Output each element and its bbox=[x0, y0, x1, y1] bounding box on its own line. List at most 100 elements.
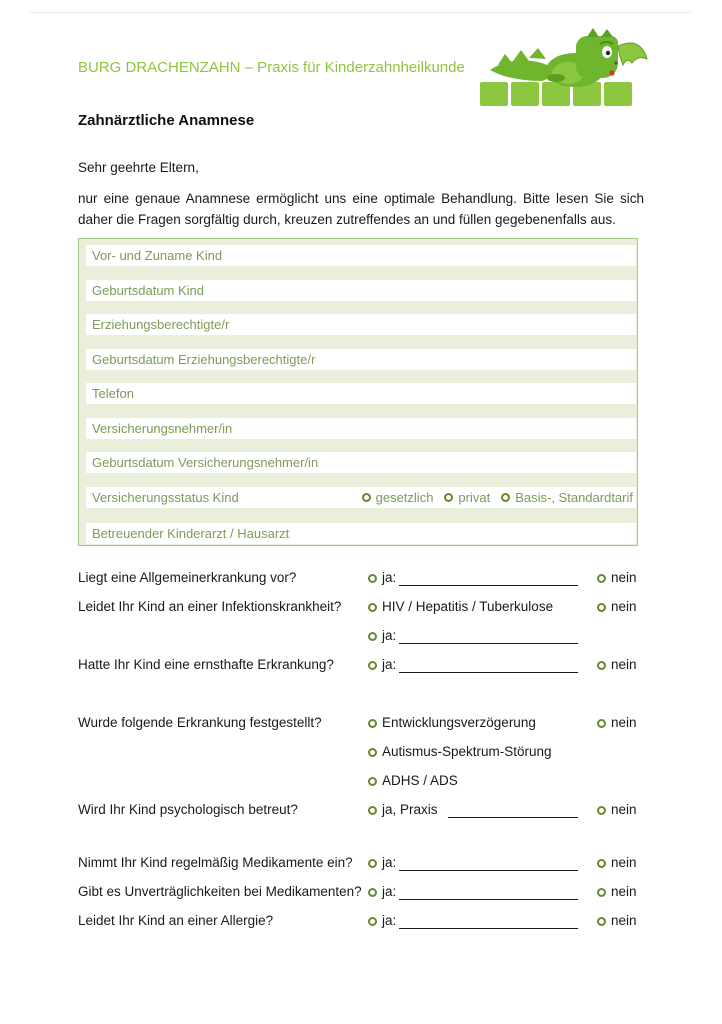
option-basis-standardtarif[interactable]: Basis-, Standardtarif bbox=[501, 490, 633, 505]
option-label: Entwicklungsverzögerung bbox=[382, 715, 536, 730]
field-label: Versicherungsnehmer/in bbox=[92, 420, 233, 436]
option-label: nein bbox=[611, 715, 637, 730]
answer-ja[interactable]: ja: bbox=[368, 657, 578, 673]
option-label: nein bbox=[611, 570, 637, 585]
radio-icon[interactable] bbox=[368, 777, 377, 786]
practice-name: BURG DRACHENZAHN – Praxis für Kinderzahn… bbox=[78, 59, 465, 76]
radio-icon[interactable] bbox=[597, 806, 606, 815]
answer-ja-praxis[interactable]: ja, Praxis bbox=[368, 802, 578, 818]
answer-blank-line[interactable] bbox=[399, 884, 578, 900]
option-label: nein bbox=[611, 657, 637, 672]
answer-blank-line[interactable] bbox=[399, 657, 578, 673]
answer-adhs-ads[interactable]: ADHS / ADS bbox=[368, 773, 578, 788]
option-gesetzlich[interactable]: gesetzlich bbox=[361, 490, 433, 505]
answer-blank-line[interactable] bbox=[399, 913, 578, 929]
radio-icon[interactable] bbox=[597, 574, 606, 583]
option-label: nein bbox=[611, 855, 637, 870]
question-row: ADHS / ADS bbox=[78, 773, 638, 791]
radio-icon[interactable] bbox=[368, 806, 377, 815]
answer-blank-line[interactable] bbox=[399, 570, 578, 586]
answer-blank-line[interactable] bbox=[399, 628, 578, 644]
option-label: ja: bbox=[382, 855, 397, 870]
answer-blank-line[interactable] bbox=[399, 855, 578, 871]
answer-nein[interactable]: nein bbox=[597, 570, 637, 585]
field-row-guardian[interactable]: Erziehungsberechtigte/r bbox=[86, 314, 636, 335]
field-row-insured-person-birthdate[interactable]: Geburtsdatum Versicherungsnehmer/in bbox=[86, 452, 636, 473]
answer-ja[interactable]: ja: bbox=[368, 855, 578, 871]
option-label: ja: bbox=[382, 570, 397, 585]
radio-icon[interactable] bbox=[368, 574, 377, 583]
answer-nein[interactable]: nein bbox=[597, 715, 637, 730]
question-text: Gibt es Unverträglichkeiten bei Medikame… bbox=[78, 884, 362, 899]
radio-icon[interactable] bbox=[597, 917, 606, 926]
answer-nein[interactable]: nein bbox=[597, 657, 637, 672]
option-label: ja: bbox=[382, 913, 397, 928]
radio-icon[interactable] bbox=[597, 603, 606, 612]
answer-ja[interactable]: ja: bbox=[368, 913, 578, 929]
radio-icon[interactable] bbox=[361, 493, 371, 502]
answer-nein[interactable]: nein bbox=[597, 802, 637, 817]
field-label: Geburtsdatum Erziehungsberechtigte/r bbox=[92, 351, 316, 367]
castle-wall-squares bbox=[480, 82, 632, 106]
answer-blank-line[interactable] bbox=[447, 802, 578, 818]
question-text: Liegt eine Allgemeinerkrankung vor? bbox=[78, 570, 297, 585]
radio-icon[interactable] bbox=[368, 748, 377, 757]
answer-nein[interactable]: nein bbox=[597, 855, 637, 870]
radio-icon[interactable] bbox=[368, 603, 377, 612]
question-text: Leidet Ihr Kind an einer Infektionskrank… bbox=[78, 599, 342, 614]
radio-icon[interactable] bbox=[501, 493, 511, 502]
dragon-logo-icon bbox=[480, 28, 650, 108]
field-row-phone[interactable]: Telefon bbox=[86, 383, 636, 404]
question-text: Leidet Ihr Kind an einer Allergie? bbox=[78, 913, 274, 928]
question-row: Hatte Ihr Kind eine ernsthafte Erkrankun… bbox=[78, 657, 638, 675]
option-label: ja, Praxis bbox=[382, 802, 438, 817]
page-title: Zahnärztliche Anamnese bbox=[78, 112, 255, 129]
option-privat[interactable]: privat bbox=[444, 490, 490, 505]
field-row-insured-person[interactable]: Versicherungsnehmer/in bbox=[86, 417, 636, 439]
field-row-child-name[interactable]: Vor- und Zuname Kind bbox=[86, 245, 636, 266]
answer-entwicklungsverzoegerung[interactable]: Entwicklungsverzögerung bbox=[368, 715, 578, 730]
question-text: Nimmt Ihr Kind regelmäßig Medikamente ei… bbox=[78, 855, 353, 870]
answer-ja[interactable]: ja: bbox=[368, 884, 578, 900]
option-label: ja: bbox=[382, 657, 397, 672]
radio-icon[interactable] bbox=[597, 661, 606, 670]
radio-icon[interactable] bbox=[368, 859, 377, 868]
answer-ja[interactable]: ja: bbox=[368, 628, 578, 644]
radio-icon[interactable] bbox=[597, 719, 606, 728]
question-text: Wird Ihr Kind psychologisch betreut? bbox=[78, 802, 298, 817]
greeting-text: Sehr geehrte Eltern, bbox=[78, 160, 199, 175]
radio-icon[interactable] bbox=[597, 859, 606, 868]
option-label: Basis-, Standardtarif bbox=[515, 489, 633, 505]
answer-nein[interactable]: nein bbox=[597, 884, 637, 899]
radio-icon[interactable] bbox=[368, 661, 377, 670]
radio-icon[interactable] bbox=[368, 917, 377, 926]
top-divider bbox=[30, 12, 692, 13]
answer-nein[interactable]: nein bbox=[597, 913, 637, 928]
field-row-guardian-birthdate[interactable]: Geburtsdatum Erziehungsberechtigte/r bbox=[86, 348, 636, 370]
option-label: ADHS / ADS bbox=[382, 773, 458, 788]
answer-ja[interactable]: ja: bbox=[368, 570, 578, 586]
answer-nein[interactable]: nein bbox=[597, 599, 637, 614]
field-row-pediatrician[interactable]: Betreuender Kinderarzt / Hausarzt bbox=[86, 523, 636, 544]
radio-icon[interactable] bbox=[444, 493, 454, 502]
option-label: HIV / Hepatitis / Tuberkulose bbox=[382, 599, 554, 614]
question-row: Autismus-Spektrum-Störung bbox=[78, 744, 638, 762]
field-row-insurance-status: Versicherungsstatus Kind gesetzlich priv… bbox=[86, 486, 636, 508]
field-row-child-birthdate[interactable]: Geburtsdatum Kind bbox=[86, 279, 636, 301]
answer-hiv-hepatitis-tuberkulose[interactable]: HIV / Hepatitis / Tuberkulose bbox=[368, 599, 578, 614]
option-label: nein bbox=[611, 913, 637, 928]
field-label: Vor- und Zuname Kind bbox=[92, 248, 223, 263]
field-label: Geburtsdatum Versicherungsnehmer/in bbox=[92, 455, 319, 470]
option-label: nein bbox=[611, 802, 637, 817]
option-label: nein bbox=[611, 884, 637, 899]
radio-icon[interactable] bbox=[597, 888, 606, 897]
intro-paragraph: nur eine genaue Anamnese ermöglicht uns … bbox=[78, 191, 644, 227]
field-label: Geburtsdatum Kind bbox=[92, 282, 205, 298]
radio-icon[interactable] bbox=[368, 632, 377, 641]
answer-autismus-spektrum-stoerung[interactable]: Autismus-Spektrum-Störung bbox=[368, 744, 578, 759]
option-label: Autismus-Spektrum-Störung bbox=[382, 744, 552, 759]
question-row: Gibt es Unverträglichkeiten bei Medikame… bbox=[78, 884, 638, 902]
radio-icon[interactable] bbox=[368, 719, 377, 728]
radio-icon[interactable] bbox=[368, 888, 377, 897]
